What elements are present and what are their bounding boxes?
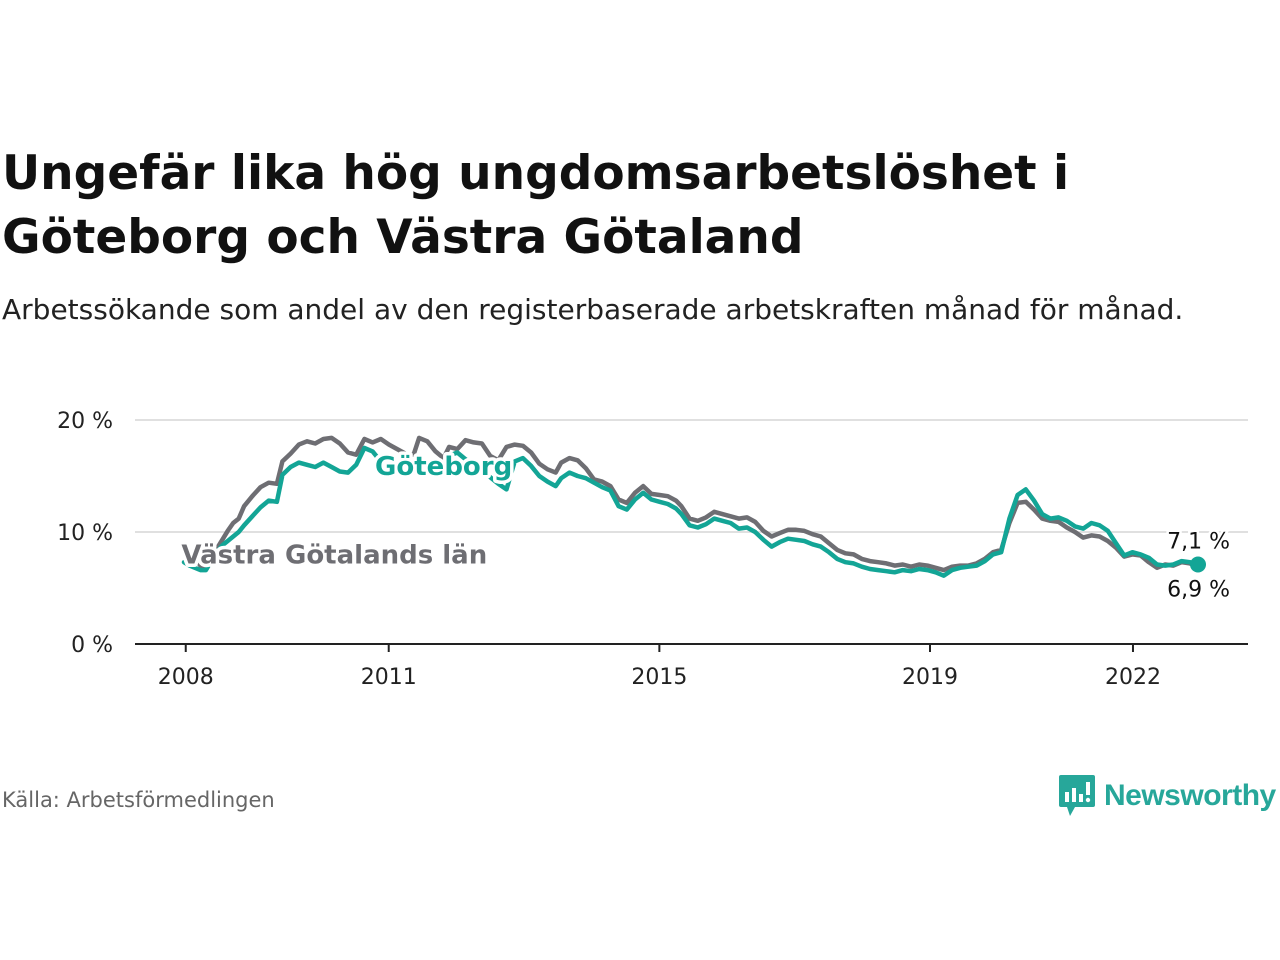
- x-tick-label-2008: 2008: [158, 665, 214, 690]
- y-tick-label-20: 20 %: [57, 409, 113, 434]
- series-line-göteborg: [181, 445, 1201, 578]
- x-tick-label-2022: 2022: [1105, 665, 1161, 690]
- series-label-göteborg: Göteborg: [375, 452, 512, 482]
- newsworthy-logo-icon: [1059, 775, 1095, 816]
- series-label-västra-götalands-län: Västra Götalands län: [181, 540, 487, 570]
- series: [181, 435, 1206, 578]
- series-line-västra-götalands-län: [181, 435, 1201, 573]
- axes: 0 % 10 % 20 % 2008 2011 2015 2019 2022: [57, 409, 1248, 690]
- y-tick-label-10: 10 %: [57, 521, 113, 546]
- x-tick-label-2011: 2011: [361, 665, 417, 690]
- series-endpoint-göteborg: [1190, 556, 1206, 573]
- line-chart: 0 % 10 % 20 % 2008 2011 2015 2019 2022 Västra G…: [57, 409, 1248, 690]
- end-value-västra-götalands-län: 6,9 %: [1167, 578, 1230, 603]
- labels: Västra Götalands län 6,9 % Göteborg 7,1 %: [178, 448, 1233, 605]
- y-tick-label-0: 0 %: [71, 633, 113, 658]
- x-tick-label-2019: 2019: [902, 665, 958, 690]
- newsworthy-brand-name: Newsworthy: [1104, 779, 1276, 812]
- chart-title: Ungefär lika hög ungdomsarbetslöshet i G…: [2, 146, 1070, 265]
- gridlines: [135, 419, 1248, 533]
- end-value-göteborg: 7,1 %: [1167, 529, 1230, 554]
- source-credit: Källa: Arbetsförmedlingen: [2, 788, 275, 812]
- newsworthy-brand[interactable]: Newsworthy: [1058, 774, 1276, 818]
- x-tick-label-2015: 2015: [631, 665, 687, 690]
- chart-subtitle: Arbetssökande som andel av den registerb…: [2, 293, 1184, 326]
